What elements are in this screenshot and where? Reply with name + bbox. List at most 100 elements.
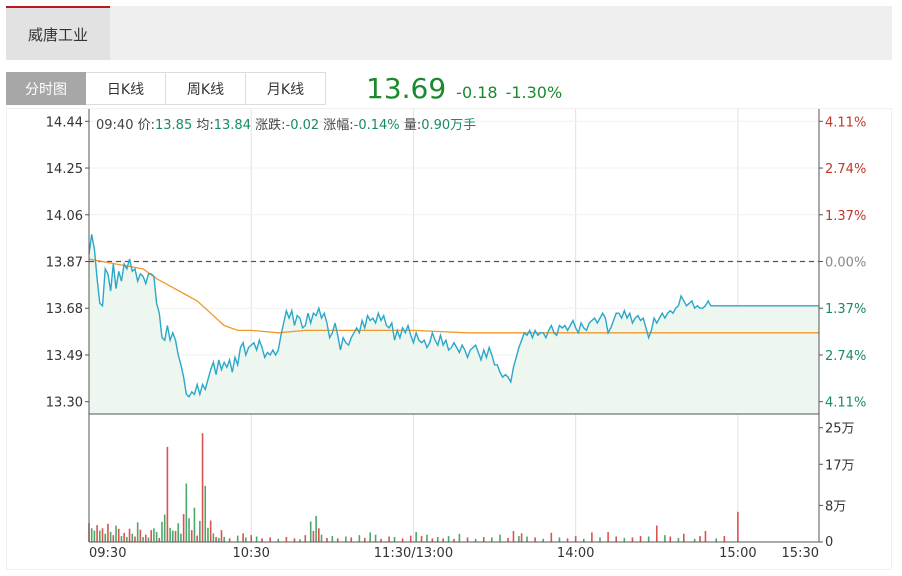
volume-bar [172,530,174,542]
volume-bar [277,538,280,542]
volume-bar [431,538,434,542]
price-change-pct: -1.30% [505,83,563,102]
time-tick-label: 11:30/13:00 [374,546,453,561]
volume-bar [223,536,225,542]
tab-daily-k[interactable]: 日K线 [86,72,166,105]
volume-bar [499,534,501,542]
info-pct: -0.14% [353,118,400,133]
volume-bar [639,536,642,542]
volume-bar [199,520,201,542]
volume-bar [358,535,361,542]
volume-bar [542,538,545,542]
price-change: -0.18 [456,83,498,102]
volume-bar [526,536,528,542]
volume-bar [158,537,161,542]
volume-bar [139,529,142,542]
time-tick-label: 10:30 [232,546,269,561]
price-tick-label: 14.06 [46,209,83,224]
info-avg-label: 均: [196,118,214,133]
volume-bar [599,537,601,542]
volume-bar [120,536,123,542]
volume-bar [163,514,166,542]
volume-bar [220,530,223,542]
volume-bar [447,536,450,542]
time-tick-label: 15:30 [782,546,819,561]
volume-bar [93,530,96,542]
price-tick-label: 13.68 [46,302,83,317]
volume-bar [104,533,107,542]
volume-bar [380,538,382,542]
volume-bar [107,523,109,542]
volume-bar [269,537,271,542]
volume-bar [128,528,131,542]
volume-bar [318,528,320,542]
volume-bar [534,537,536,542]
tab-weekly-k[interactable]: 周K线 [166,72,246,105]
volume-bar [161,521,163,542]
volume-tick-label: 25万 [825,422,855,437]
volume-bar [215,536,217,542]
volume-bar [136,522,139,542]
info-price-label: 价: [137,118,155,133]
volume-bar [631,537,634,542]
volume-tick-label: 17万 [825,458,855,473]
volume-bar [426,534,428,542]
volume-bar [185,483,188,542]
price-tick-label: 13.30 [46,396,83,411]
volume-bar [582,538,585,542]
info-change-label: 涨跌: [255,118,286,133]
chart-period-tabs: 分时图 日K线 周K线 月K线 [6,72,326,105]
volume-bar [466,537,469,542]
volume-bar [655,525,658,542]
volume-bar [204,485,207,542]
tab-monthly-k[interactable]: 月K线 [246,72,326,105]
price-tick-label: 13.87 [46,256,83,271]
info-avg: 13.84 [213,118,251,133]
volume-bar [482,536,485,542]
volume-bar [304,535,307,542]
time-tick-label: 15:00 [719,546,756,561]
volume-bar [180,533,182,542]
volume-bar [491,537,493,542]
volume-bar [261,538,263,542]
volume-bar [236,535,239,542]
volume-tick-label: 8万 [825,499,846,514]
volume-bar [345,536,347,542]
tab-intraday[interactable]: 分时图 [6,72,86,105]
volume-bar [615,536,618,542]
volume-bar [723,536,726,542]
volume-bar [374,534,377,542]
top-bar: 威唐工业 [6,6,892,60]
volume-bar [190,530,193,542]
volume-bar [566,538,569,542]
volume-bar [574,536,577,542]
volume-bar [99,530,101,542]
volume-bar [336,538,339,542]
pct-tick-label: 1.37% [825,302,866,317]
price-tick-label: 13.49 [46,349,83,364]
volume-bar [293,538,296,542]
price-tick-label: 14.44 [46,115,83,130]
time-tick-label: 09:30 [89,546,126,561]
stock-name-tab[interactable]: 威唐工业 [6,6,110,60]
volume-bar [144,534,147,542]
volume-bar [309,521,312,542]
volume-bar [142,536,144,542]
info-bar: 09:40 价:13.85 均:13.84 涨跌:-0.02 涨幅:-0.14%… [96,114,476,133]
volume-bar [153,528,155,542]
info-time: 09:40 [96,118,134,133]
volume-bar [320,534,323,542]
pct-tick-label: 0.00% [825,256,866,271]
volume-bar [207,527,209,542]
volume-bar [177,523,180,542]
volume-bar [193,507,196,542]
volume-bar [315,515,317,542]
volume-bar [101,528,104,542]
volume-bar [196,535,198,542]
volume-bar [369,532,371,542]
info-change: -0.02 [285,118,320,133]
price-area-fill [89,234,819,414]
price-line [88,234,819,398]
volume-bar [550,532,553,542]
